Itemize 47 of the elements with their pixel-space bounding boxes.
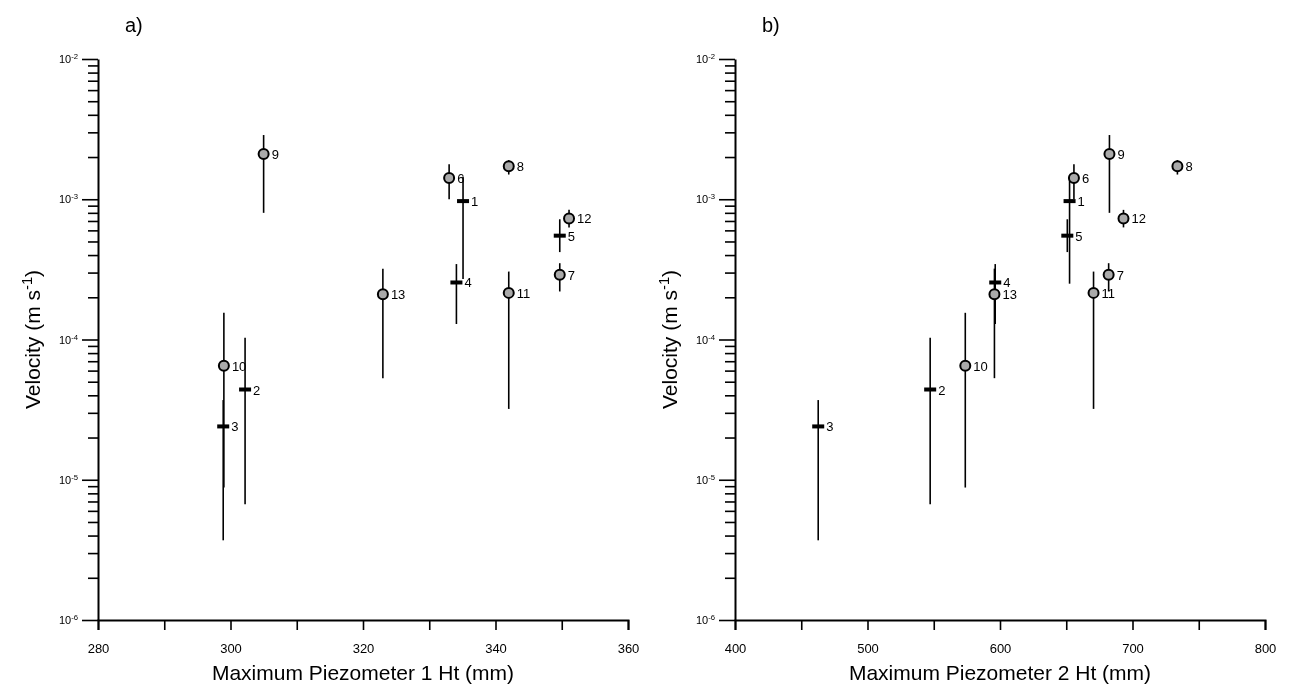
annotation: 8 bbox=[1185, 159, 1193, 175]
annotation: 9 bbox=[271, 147, 279, 163]
annotation: 11 bbox=[1101, 285, 1116, 301]
annotation: 5 bbox=[1075, 228, 1083, 244]
x-tick-label: 600 bbox=[989, 641, 1012, 657]
annotation: 13 bbox=[390, 287, 406, 303]
annotation: 12 bbox=[1131, 211, 1146, 227]
y-tick-label: 10$^{-5}$ bbox=[58, 472, 78, 486]
annotation: 9 bbox=[1117, 147, 1125, 163]
x-axis-title: Maximum Piezometer 2 Ht (mm) bbox=[848, 661, 1152, 684]
annotation: 10 bbox=[973, 358, 988, 374]
y-tick-label: 10$^{-2}$ bbox=[695, 51, 715, 66]
x-axis-title: Maximum Piezometer 1 Ht (mm) bbox=[211, 661, 515, 684]
x-tick-label: 800 bbox=[1254, 641, 1277, 657]
y-tick-label: 10$^{-6}$ bbox=[695, 612, 715, 627]
y-tick-label: 10$^{-5}$ bbox=[695, 472, 715, 486]
annotation: 7 bbox=[1116, 267, 1124, 283]
annotation: 8 bbox=[516, 159, 524, 175]
annotation: 3 bbox=[826, 419, 834, 435]
y-tick-label: 10$^{-2}$ bbox=[58, 51, 78, 66]
annotation: 11 bbox=[516, 285, 531, 301]
x-tick-label: 280 bbox=[87, 641, 110, 657]
y-tick-label: 10$^{-3}$ bbox=[58, 191, 78, 206]
x-tick-label: 300 bbox=[220, 641, 242, 657]
annotation: 4 bbox=[464, 275, 472, 291]
x-tick-label: 320 bbox=[352, 641, 375, 657]
chart-title: b) bbox=[762, 14, 780, 36]
x-tick-label: 360 bbox=[617, 641, 640, 657]
x-tick-label: 700 bbox=[1122, 641, 1144, 657]
y-tick-label: 10$^{-4}$ bbox=[695, 332, 716, 346]
annotation: 6 bbox=[457, 170, 465, 186]
annotation: 12 bbox=[577, 211, 592, 227]
chart-title: a) bbox=[125, 14, 143, 36]
y-tick-label: 10$^{-6}$ bbox=[58, 612, 78, 627]
annotation: 6 bbox=[1081, 170, 1090, 186]
y-tick-label: 10$^{-3}$ bbox=[695, 191, 715, 206]
annotation: 2 bbox=[938, 382, 946, 398]
y-tick-label: 10$^{-4}$ bbox=[58, 332, 79, 346]
annotation: 3 bbox=[231, 419, 239, 435]
x-tick-label: 500 bbox=[857, 641, 879, 657]
x-tick-label: 340 bbox=[485, 641, 507, 657]
x-tick-label: 400 bbox=[724, 641, 747, 657]
annotation: 5 bbox=[567, 228, 575, 244]
annotation: 7 bbox=[567, 267, 575, 283]
annotation: 1 bbox=[471, 194, 479, 210]
annotation: 2 bbox=[253, 382, 261, 398]
annotation: 1 bbox=[1077, 194, 1085, 210]
